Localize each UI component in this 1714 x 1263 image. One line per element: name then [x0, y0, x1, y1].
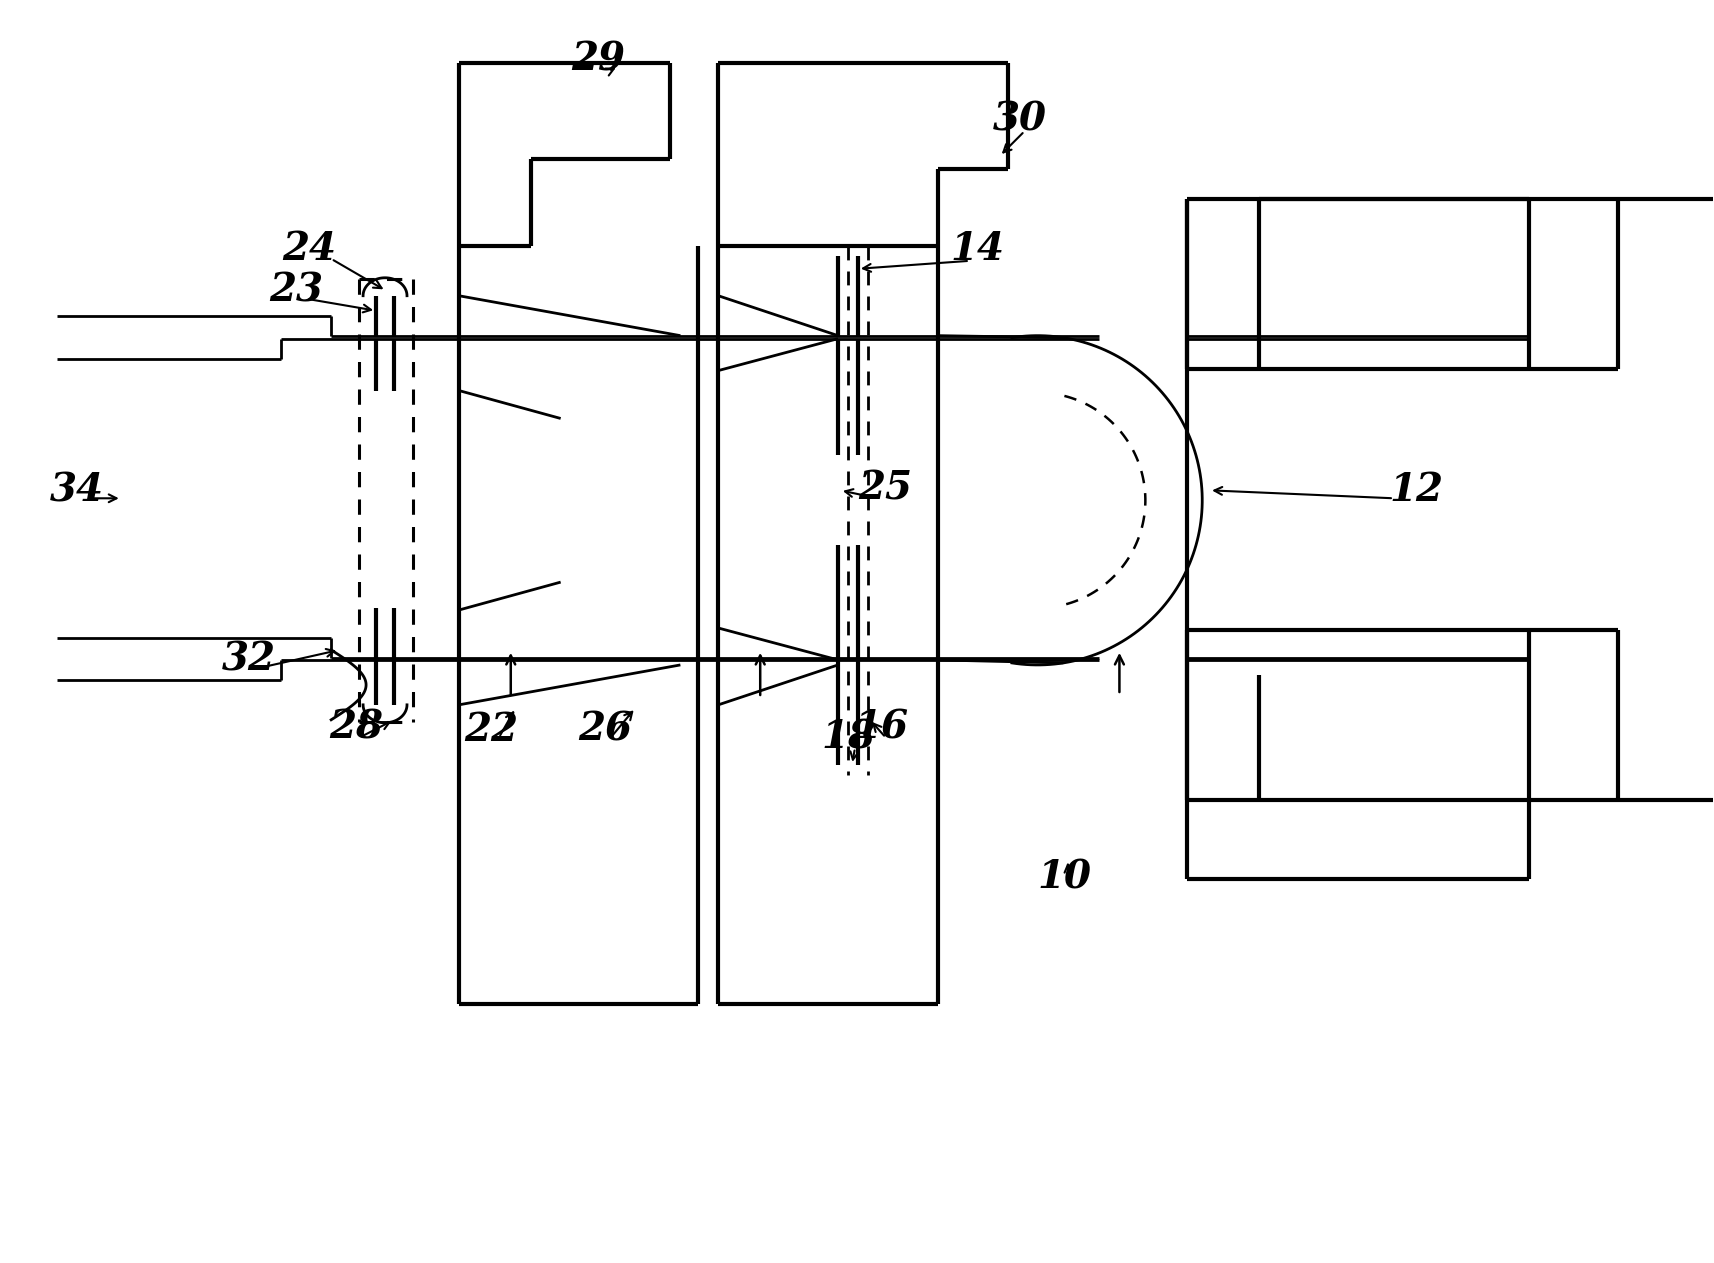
Text: 26: 26: [578, 711, 632, 749]
Text: 22: 22: [463, 711, 518, 749]
Text: 23: 23: [269, 272, 322, 309]
Text: 14: 14: [950, 230, 1004, 268]
Text: 10: 10: [1037, 859, 1090, 897]
Text: 29: 29: [571, 40, 626, 78]
Text: 30: 30: [992, 100, 1046, 138]
Text: 25: 25: [857, 470, 912, 508]
Text: 32: 32: [223, 640, 276, 679]
Text: 18: 18: [821, 719, 874, 757]
Text: 12: 12: [1388, 471, 1443, 509]
Text: 34: 34: [50, 471, 103, 509]
Text: 16: 16: [855, 709, 908, 746]
Text: 24: 24: [283, 230, 336, 268]
Text: 28: 28: [329, 709, 382, 746]
